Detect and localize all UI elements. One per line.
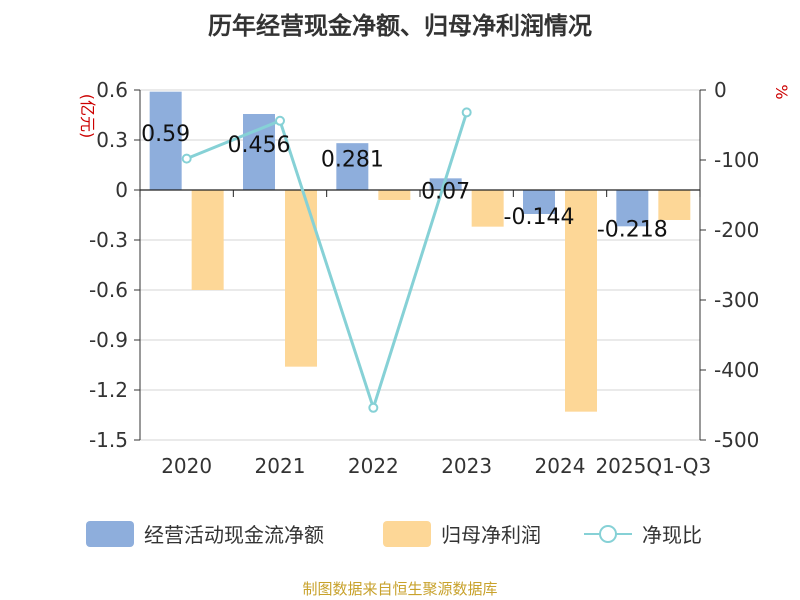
x-tick-label: 2024: [535, 454, 586, 478]
left-tick-label: 0.3: [96, 128, 128, 152]
x-tick-label: 2023: [441, 454, 492, 478]
bars: [149, 91, 691, 412]
right-tick-label: -400: [714, 358, 759, 382]
bar-cashflow: [149, 91, 182, 190]
bar-netprofit: [565, 190, 597, 412]
bar-netprofit: [658, 190, 691, 220]
bar-cashflow: [523, 190, 555, 214]
legend-swatch-cashflow: [86, 521, 134, 547]
bar-cashflow: [429, 178, 462, 190]
data-labels: 0.59 0.456 0.281 0.07 -0.144 -0.218: [141, 122, 668, 243]
data-label-cashflow: 0.456: [228, 133, 291, 158]
source-note: 制图数据来自恒生聚源数据库: [302, 580, 497, 598]
left-tick-label: -1.5: [89, 428, 128, 452]
x-tick-label: 2022: [348, 454, 399, 478]
data-label-cashflow: -0.218: [597, 217, 668, 242]
right-axis-unit: %: [772, 84, 791, 99]
bar-netprofit: [191, 190, 224, 290]
ratio-point: [461, 107, 472, 118]
right-tick-label: -500: [714, 428, 759, 452]
right-axis-ticks: 0 -100 -200 -300 -400 -500: [700, 78, 759, 452]
bar-cashflow: [616, 190, 649, 227]
x-axis-labels: 2020 2021 2022 2023 2024 2025Q1-Q3: [161, 454, 711, 478]
legend-swatch-netprofit: [383, 521, 431, 547]
x-tick-label: 2020: [161, 454, 212, 478]
chart-title: 历年经营现金净额、归母净利润情况: [208, 12, 592, 40]
ratio-point: [181, 153, 192, 164]
ratio-point: [368, 402, 379, 413]
bar-cashflow: [336, 143, 369, 190]
right-tick-label: 0: [714, 78, 727, 102]
left-tick-label: -1.2: [89, 378, 128, 402]
left-tick-label: -0.9: [89, 328, 128, 352]
right-tick-label: -300: [714, 288, 759, 312]
legend-label-netprofit: 归母净利润: [441, 523, 541, 547]
legend-label-cashflow: 经营活动现金流净额: [144, 523, 324, 547]
ratio-line-path: [186, 111, 469, 413]
ratio-point: [275, 115, 285, 126]
data-label-cashflow: -0.144: [504, 205, 575, 230]
left-tick-label: 0: [115, 178, 128, 202]
bar-netprofit: [378, 190, 411, 200]
data-label-cashflow: 0.59: [141, 122, 190, 147]
left-tick-label: -0.6: [89, 278, 128, 302]
left-axis-unit: (亿元): [78, 94, 97, 139]
x-tick-label: 2021: [255, 454, 306, 478]
legend-swatch-ratio-marker: [599, 525, 617, 543]
left-tick-label: -0.3: [89, 228, 128, 252]
right-tick-label: -200: [714, 218, 759, 242]
bar-cashflow: [243, 114, 275, 190]
ratio-line: [181, 107, 472, 413]
right-tick-label: -100: [714, 148, 759, 172]
legend-label-ratio: 净现比: [642, 523, 702, 547]
data-label-cashflow: 0.07: [421, 179, 470, 204]
axes: [139, 90, 701, 440]
left-axis-ticks: 0.6 0.3 0 -0.3 -0.6 -0.9 -1.2 -1.5: [89, 78, 140, 452]
data-label-cashflow: 0.281: [321, 148, 384, 173]
left-tick-label: 0.6: [96, 78, 128, 102]
bar-netprofit: [471, 190, 504, 227]
x-tick-label: 2025Q1-Q3: [595, 454, 711, 478]
legend: 经营活动现金流净额 归母净利润 净现比: [86, 521, 702, 547]
